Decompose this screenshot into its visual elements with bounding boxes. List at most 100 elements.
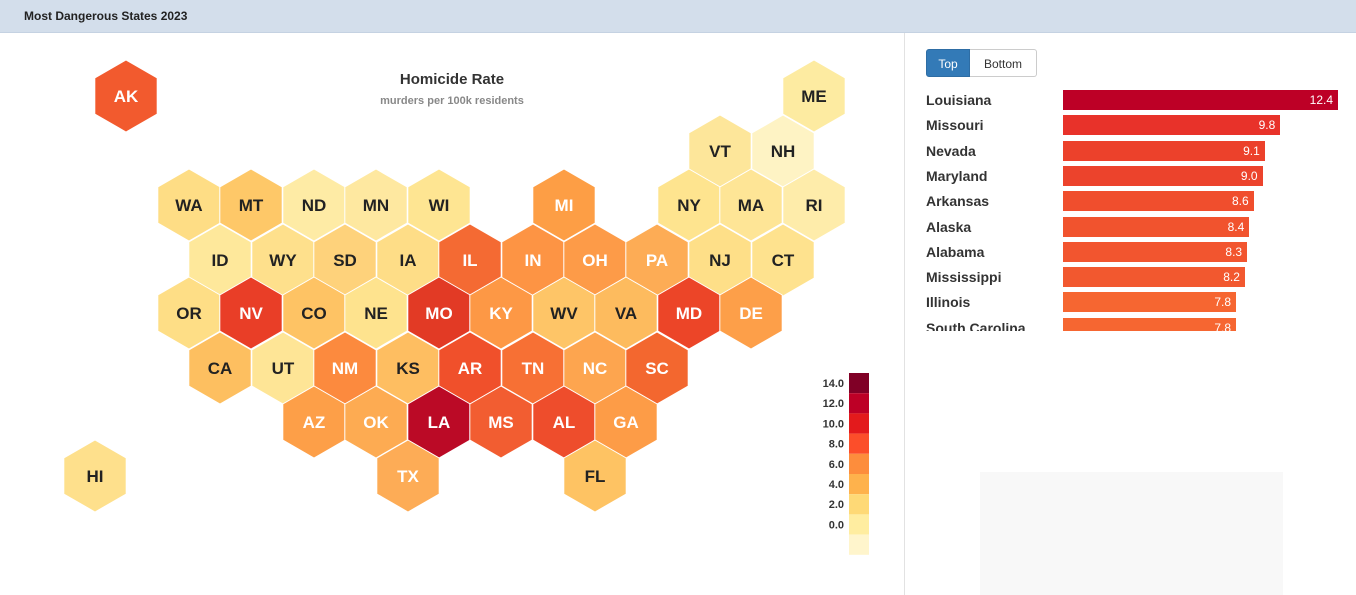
ranking-value: 9.1 bbox=[1243, 143, 1260, 158]
state-hex-ma[interactable]: MA bbox=[719, 168, 783, 242]
state-hex-label: LA bbox=[428, 413, 451, 432]
state-hex-label: IA bbox=[400, 251, 417, 270]
state-hex-label: CA bbox=[208, 359, 233, 378]
ranking-bar[interactable]: 9.8 bbox=[1063, 115, 1281, 136]
legend-label: 0.0 bbox=[829, 519, 844, 531]
ranking-bar[interactable]: 8.2 bbox=[1063, 267, 1245, 288]
state-hex-ok[interactable]: OK bbox=[344, 385, 408, 459]
state-hex-label: SC bbox=[645, 359, 669, 378]
state-hex-label: ND bbox=[302, 196, 327, 215]
top-toggle-button[interactable]: Top bbox=[926, 49, 970, 77]
state-hex-shape bbox=[407, 168, 471, 242]
legend-swatch bbox=[849, 393, 869, 414]
state-hex-shape bbox=[344, 385, 408, 459]
state-hex-shape bbox=[532, 168, 596, 242]
state-hex-tx[interactable]: TX bbox=[376, 439, 440, 513]
state-hex-label: VA bbox=[615, 304, 637, 323]
state-hex-label: WV bbox=[550, 304, 578, 323]
legend-label: 14.0 bbox=[823, 378, 844, 390]
state-hex-label: HI bbox=[87, 467, 104, 486]
state-hex-label: OH bbox=[582, 251, 608, 270]
state-hex-label: ID bbox=[212, 251, 229, 270]
state-hex-label: NH bbox=[771, 142, 796, 161]
app-title: Most Dangerous States 2023 bbox=[24, 9, 188, 23]
legend-swatch bbox=[849, 433, 869, 454]
ranking-bar[interactable]: 8.4 bbox=[1063, 216, 1250, 237]
state-hex-or[interactable]: OR bbox=[157, 276, 221, 350]
state-hex-va[interactable]: VA bbox=[594, 276, 658, 350]
state-hex-label: KS bbox=[396, 359, 420, 378]
state-hex-shape bbox=[219, 168, 283, 242]
state-hex-label: FL bbox=[585, 467, 606, 486]
state-hex-label: NE bbox=[364, 304, 388, 323]
state-hex-mo[interactable]: MO bbox=[407, 276, 471, 350]
state-hex-ny[interactable]: NY bbox=[657, 168, 721, 242]
bottom-toggle-button[interactable]: Bottom bbox=[970, 49, 1037, 77]
app-title-bar: Most Dangerous States 2023 bbox=[0, 0, 1356, 33]
state-hex-de[interactable]: DE bbox=[719, 276, 783, 350]
state-hex-ak[interactable]: AK bbox=[94, 59, 158, 133]
legend-swatch bbox=[849, 514, 869, 535]
ranking-state-name: South Carolina bbox=[926, 319, 1026, 331]
state-hex-nv[interactable]: NV bbox=[219, 276, 283, 350]
state-hex-wv[interactable]: WV bbox=[532, 276, 596, 350]
state-hex-me[interactable]: ME bbox=[782, 59, 846, 133]
ranking-value: 9.0 bbox=[1240, 168, 1258, 183]
state-hex-nj[interactable]: NJ bbox=[688, 223, 752, 297]
state-hex-label: VT bbox=[709, 142, 731, 161]
legend-label: 2.0 bbox=[829, 499, 844, 511]
ranking-bar[interactable]: 9.0 bbox=[1063, 165, 1263, 186]
state-hex-nm[interactable]: NM bbox=[313, 331, 377, 405]
state-hex-mn[interactable]: MN bbox=[344, 168, 408, 242]
ranking-state-name: Alaska bbox=[926, 218, 972, 235]
ranking-state-name: Arkansas bbox=[926, 193, 990, 210]
ranking-row: South Carolina 7.8 bbox=[926, 317, 1346, 331]
state-hex-label: RI bbox=[806, 196, 823, 215]
ranking-state-name: Illinois bbox=[926, 294, 971, 311]
legend-label: 12.0 bbox=[823, 398, 844, 410]
legend-swatch bbox=[849, 534, 869, 555]
state-hex-ky[interactable]: KY bbox=[469, 276, 533, 350]
ranking-bar[interactable]: 12.4 bbox=[1063, 90, 1338, 110]
state-hex-label: MN bbox=[363, 196, 389, 215]
state-hex-shape bbox=[344, 276, 408, 350]
state-hex-ga[interactable]: GA bbox=[594, 385, 658, 459]
state-hex-ct[interactable]: CT bbox=[751, 223, 815, 297]
state-hex-il[interactable]: IL bbox=[438, 223, 502, 297]
ranking-bar[interactable]: 8.3 bbox=[1063, 241, 1248, 262]
state-hex-label: AL bbox=[553, 413, 576, 432]
state-hex-label: NY bbox=[677, 196, 701, 215]
ranking-bar[interactable]: 9.1 bbox=[1063, 140, 1265, 161]
state-hex-label: NV bbox=[239, 304, 263, 323]
legend-swatch bbox=[849, 453, 869, 474]
state-hex-shape bbox=[376, 439, 440, 513]
state-hex-shape bbox=[782, 59, 846, 133]
state-hex-pa[interactable]: PA bbox=[625, 223, 689, 297]
legend-swatch bbox=[849, 474, 869, 495]
state-hex-ca[interactable]: CA bbox=[188, 331, 252, 405]
state-hex-hi[interactable]: HI bbox=[63, 439, 127, 513]
state-hex-ri[interactable]: RI bbox=[782, 168, 846, 242]
ranking-bar-chart: Louisiana 12.4 Missouri 9.8 Nevada 9.1 Marylan… bbox=[926, 89, 1346, 331]
state-hex-shape bbox=[719, 276, 783, 350]
ranking-row: Mississippi 8.2 bbox=[926, 266, 1346, 288]
state-hex-ia[interactable]: IA bbox=[376, 223, 440, 297]
state-hex-label: WY bbox=[269, 251, 297, 270]
state-hexes: AK ME VT NH WA MT ND MN WI MI NY MA RI ID WY SD IA IL IN OH… bbox=[63, 59, 846, 513]
state-hex-label: WI bbox=[429, 196, 450, 215]
ranking-bar[interactable]: 7.8 bbox=[1063, 292, 1236, 313]
state-hex-label: TN bbox=[522, 359, 545, 378]
state-hex-vt[interactable]: VT bbox=[688, 114, 752, 188]
state-hex-mt[interactable]: MT bbox=[219, 168, 283, 242]
state-hex-wi[interactable]: WI bbox=[407, 168, 471, 242]
state-hex-ne[interactable]: NE bbox=[344, 276, 408, 350]
state-hex-oh[interactable]: OH bbox=[563, 223, 627, 297]
state-hex-mi[interactable]: MI bbox=[532, 168, 596, 242]
state-hex-fl[interactable]: FL bbox=[563, 439, 627, 513]
ranking-row: Alabama 8.3 bbox=[926, 241, 1346, 263]
state-hex-label: OR bbox=[176, 304, 202, 323]
ranking-bar[interactable]: 7.8 bbox=[1063, 317, 1236, 331]
ranking-bar[interactable]: 8.6 bbox=[1063, 191, 1254, 212]
state-hex-ms[interactable]: MS bbox=[469, 385, 533, 459]
state-hex-shape bbox=[469, 276, 533, 350]
